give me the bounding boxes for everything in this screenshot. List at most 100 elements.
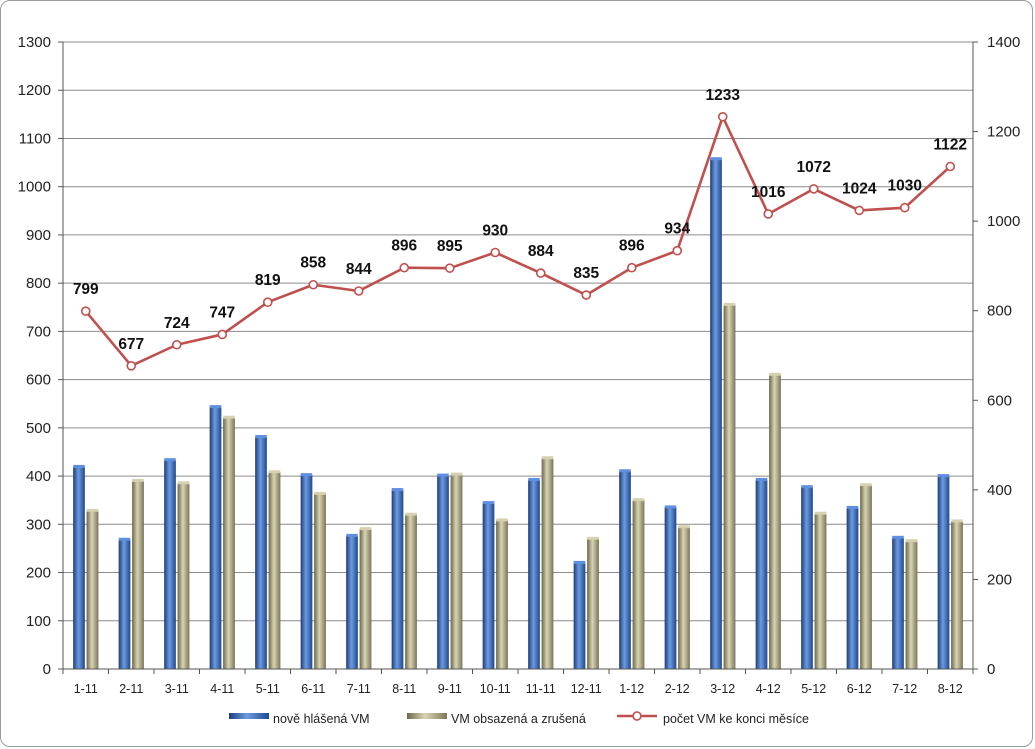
data-label: 884 [528, 243, 554, 260]
line-point [945, 161, 956, 172]
bar [723, 304, 736, 670]
line-point [672, 245, 683, 256]
x-tick-label: 3-11 [165, 682, 189, 696]
y-tick-label: 1000 [18, 179, 51, 196]
data-labels: 799 677 724 747 819 858 844 896 895 930 884 835 896 9… [73, 87, 967, 353]
bar-top [860, 483, 872, 487]
data-label: 930 [482, 222, 508, 239]
bar-top [528, 477, 540, 481]
y-tick-label: 1300 [18, 34, 51, 51]
x-tick-label: 1-12 [619, 682, 644, 696]
x-tick-label: 4-11 [210, 682, 234, 696]
data-label: 1030 [888, 178, 922, 195]
bar-top [314, 491, 326, 495]
bar [132, 480, 144, 670]
bar-top [892, 535, 904, 539]
data-label: 835 [573, 265, 599, 282]
y-tick-label: 200 [26, 565, 51, 582]
bar [678, 526, 690, 670]
data-label: 819 [255, 272, 281, 289]
bar [801, 486, 813, 670]
bar [710, 158, 722, 670]
legend-label-count: počet VM ke konci měsíce [663, 712, 809, 726]
bar [118, 539, 131, 670]
bar [164, 459, 176, 670]
y2-tick-label: 0 [987, 661, 995, 678]
y2-tick-label: 1400 [987, 34, 1020, 51]
data-label: 858 [300, 255, 326, 272]
y2-tick-label: 200 [987, 571, 1012, 588]
bar-top [619, 469, 631, 473]
line-point [535, 268, 546, 278]
bar-top [769, 372, 781, 376]
bar-top [73, 464, 85, 468]
x-tick-label: 2-11 [119, 682, 143, 696]
x-tick-label: 7-11 [347, 682, 371, 696]
bar-top [164, 458, 176, 462]
line-point [763, 209, 774, 219]
bar [346, 535, 358, 670]
bar [73, 466, 85, 670]
line-point [171, 339, 182, 350]
bar-top [664, 505, 677, 509]
bar-top [209, 405, 222, 409]
bar-top [268, 470, 281, 474]
data-label: 1072 [797, 159, 831, 176]
y2-tick-label: 800 [987, 303, 1012, 320]
y2-tick-label: 1200 [987, 124, 1020, 141]
x-tick-label: 11-11 [526, 682, 556, 696]
bar [587, 538, 599, 670]
y-tick-label: 100 [26, 613, 51, 630]
legend-marker-count [632, 711, 642, 721]
bar-top [587, 536, 599, 540]
x-tick-label: 5-11 [256, 682, 280, 696]
bar-top [541, 456, 554, 460]
data-label: 896 [391, 238, 417, 255]
bar-top [678, 525, 690, 529]
data-label: 724 [164, 315, 190, 332]
right-y-axis: 0 200 400 600 800 1000 1200 1400 [972, 34, 1020, 678]
line-point [262, 297, 273, 308]
bar [541, 457, 554, 670]
bar-top [951, 519, 963, 523]
bar [482, 502, 495, 670]
bar [937, 475, 950, 670]
data-label: 895 [437, 238, 463, 255]
data-label: 1233 [706, 87, 741, 104]
bar [769, 374, 781, 670]
bar [573, 562, 586, 670]
bar [846, 507, 859, 670]
bar [814, 513, 827, 670]
bar-top [450, 472, 463, 476]
bar-top [391, 488, 404, 492]
x-tick-label: 1-11 [74, 682, 98, 696]
bar-top [723, 302, 736, 306]
bar-top [632, 498, 645, 502]
x-tick-label: 4-12 [756, 682, 781, 696]
y-tick-label: 800 [26, 275, 51, 292]
bar-top [437, 473, 449, 477]
y-tick-label: 400 [26, 468, 51, 485]
data-label: 896 [619, 238, 645, 255]
bar [528, 479, 540, 670]
bar-top [814, 511, 827, 515]
bar [450, 474, 463, 670]
line-point [444, 263, 455, 273]
x-axis: 1-11 2-11 3-11 4-11 5-11 6-11 7-11 8-11 9-11 10-1… [62, 668, 974, 696]
y-tick-label: 700 [26, 323, 51, 340]
series-line [84, 115, 952, 368]
bar-top [482, 501, 495, 505]
data-label: 934 [664, 221, 690, 238]
x-tick-label: 6-11 [301, 682, 325, 696]
bars-group [73, 157, 963, 670]
bar [177, 483, 190, 670]
legend: nově hlášená VM VM obsazená a zrušená poče… [229, 711, 809, 726]
line-series-group [80, 111, 956, 371]
bar-top [346, 533, 358, 537]
line-point [808, 184, 819, 194]
bar [905, 540, 918, 670]
y-tick-label: 900 [26, 227, 51, 244]
bar-top [405, 512, 417, 516]
bar-top [223, 415, 235, 419]
